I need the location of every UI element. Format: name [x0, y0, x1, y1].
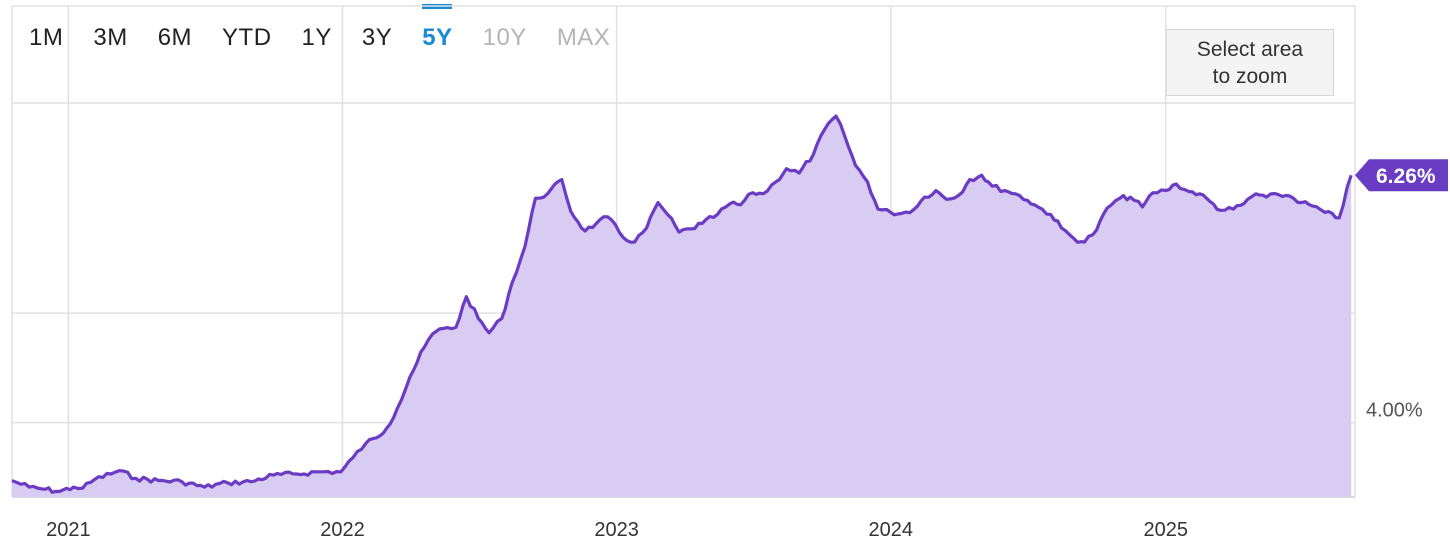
x-tick-label: 2023	[594, 519, 639, 541]
y-axis: 4.00%	[1366, 400, 1423, 422]
range-button-1m[interactable]: 1M	[29, 24, 64, 51]
range-button-10y: 10Y	[482, 24, 527, 51]
range-button-1y[interactable]: 1Y	[301, 24, 332, 51]
y-tick-label: 4.00%	[1366, 400, 1423, 422]
range-button-3m[interactable]: 3M	[93, 24, 128, 51]
range-button-max: MAX	[556, 24, 611, 51]
range-button-ytd[interactable]: YTD	[222, 24, 272, 51]
series-line	[11, 114, 1353, 494]
range-button-5y[interactable]: 5Y	[407, 8, 467, 68]
x-axis: 2021 2022 2023 2024 2025	[46, 519, 1188, 541]
range-button-3y[interactable]: 3Y	[361, 24, 393, 51]
x-tick-label: 2024	[869, 519, 914, 541]
last-value-label: 6.26%	[1376, 165, 1436, 188]
x-tick-label: 2025	[1143, 519, 1188, 541]
x-tick-label: 2021	[46, 519, 91, 541]
range-selector: 1M 3M 6M YTD 1Y 3Y 5Y 10Y MAX	[14, 8, 625, 68]
area-fill	[12, 116, 1352, 497]
x-tick-label: 2022	[320, 519, 365, 541]
select-area-zoom-button[interactable]: Select area to zoom	[1166, 29, 1334, 96]
last-value-badge: 6.26%	[1355, 159, 1448, 192]
last-value-badge-shape	[1355, 159, 1448, 192]
range-button-6m[interactable]: 6M	[157, 24, 193, 51]
